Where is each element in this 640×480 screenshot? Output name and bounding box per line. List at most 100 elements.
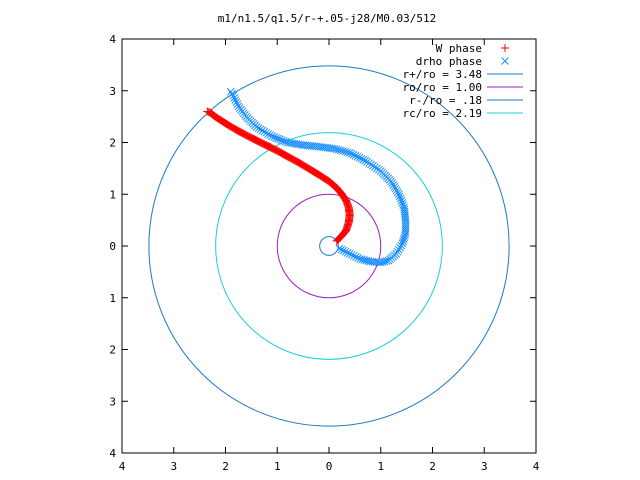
- data-point: [279, 137, 288, 145]
- data-point: [229, 92, 238, 100]
- data-point: [400, 205, 409, 214]
- data-point: [354, 254, 362, 262]
- legend-label: r-/ro = .18: [409, 94, 482, 107]
- data-point: [337, 245, 346, 254]
- x-tick-label: 4: [119, 460, 126, 473]
- data-point: [361, 156, 370, 165]
- data-point: [228, 90, 236, 98]
- data-point: [226, 87, 235, 96]
- y-tick-label: 2: [109, 344, 116, 357]
- data-point: [359, 155, 368, 164]
- y-tick-label: 4: [109, 33, 116, 46]
- y-tick-label: 4: [109, 447, 116, 460]
- x-tick-label: 0: [326, 460, 333, 473]
- x-tick-label: 1: [377, 460, 384, 473]
- y-tick-label: 1: [109, 188, 116, 201]
- data-point: [349, 251, 358, 260]
- data-point: [392, 186, 401, 195]
- data-point: [341, 147, 350, 156]
- data-point: [336, 146, 345, 155]
- series-w-phase: [203, 107, 354, 245]
- data-point: [232, 98, 241, 106]
- data-point: [341, 247, 350, 256]
- data-point: [339, 246, 348, 255]
- series-drho-phase: [226, 87, 410, 267]
- x-tick-label: 3: [170, 460, 177, 473]
- data-point: [397, 241, 406, 250]
- data-point: [391, 184, 400, 193]
- data-point: [389, 181, 398, 189]
- data-point: [230, 94, 239, 102]
- data-point: [281, 137, 290, 146]
- data-point: [343, 248, 352, 257]
- data-point: [345, 249, 354, 258]
- data-point: [339, 147, 347, 155]
- reference-circles: [148, 65, 510, 427]
- data-point: [283, 138, 292, 147]
- data-point: [206, 109, 215, 118]
- circle-r+: [148, 65, 510, 427]
- data-point: [335, 244, 344, 253]
- x-tick-label: 3: [481, 460, 488, 473]
- data-point: [275, 135, 284, 144]
- data-point: [397, 196, 406, 205]
- chart-title: m1/n1.5/q1.5/r-+.05-j28/M0.03/512: [218, 12, 437, 25]
- y-tick-label: 3: [109, 85, 116, 98]
- data-point: [264, 130, 273, 138]
- data-point: [270, 133, 278, 141]
- data-series: [203, 87, 410, 267]
- legend-label: drho phase: [416, 55, 482, 68]
- data-point: [233, 100, 242, 109]
- legend-marker: [501, 44, 509, 52]
- data-point: [357, 154, 366, 163]
- x-tick-label: 1: [274, 460, 281, 473]
- legend-label: rc/ro = 2.19: [403, 107, 482, 120]
- y-tick-label: 2: [109, 137, 116, 150]
- y-tick-label: 1: [109, 292, 116, 305]
- data-point: [347, 250, 356, 259]
- data-point: [396, 194, 405, 203]
- data-point: [351, 151, 360, 160]
- data-point: [353, 152, 362, 161]
- data-point: [355, 153, 364, 162]
- data-point: [399, 201, 408, 209]
- data-point: [392, 249, 401, 258]
- data-point: [352, 253, 360, 261]
- legend-label: ro/ro = 1.00: [403, 81, 482, 94]
- data-point: [234, 102, 243, 111]
- data-point: [399, 235, 408, 244]
- data-point: [334, 146, 343, 154]
- legend-label: W phase: [436, 42, 482, 55]
- data-point: [398, 199, 407, 207]
- x-tick-label: 4: [533, 460, 540, 473]
- data-point: [277, 136, 286, 145]
- data-point: [231, 96, 240, 104]
- data-point: [254, 124, 263, 132]
- data-point: [395, 190, 403, 199]
- y-tick-label: 3: [109, 395, 116, 408]
- data-point: [204, 107, 213, 116]
- data-point: [266, 131, 274, 139]
- data-point: [395, 192, 404, 201]
- data-point: [390, 183, 399, 191]
- data-point: [393, 247, 402, 256]
- data-point: [394, 245, 403, 254]
- data-point: [398, 239, 407, 248]
- data-point: [203, 107, 212, 116]
- data-point: [262, 128, 271, 137]
- circle-ro: [276, 193, 382, 299]
- data-point: [399, 237, 407, 246]
- x-tick-label: 2: [222, 460, 229, 473]
- data-point: [272, 133, 280, 142]
- data-point: [400, 203, 408, 212]
- data-point: [345, 148, 354, 157]
- data-point: [393, 188, 402, 197]
- data-point: [396, 243, 404, 252]
- data-point: [400, 233, 409, 242]
- data-point: [274, 134, 282, 143]
- legend-label: r+/ro = 3.48: [403, 68, 482, 81]
- data-point: [343, 148, 352, 157]
- data-point: [260, 127, 269, 136]
